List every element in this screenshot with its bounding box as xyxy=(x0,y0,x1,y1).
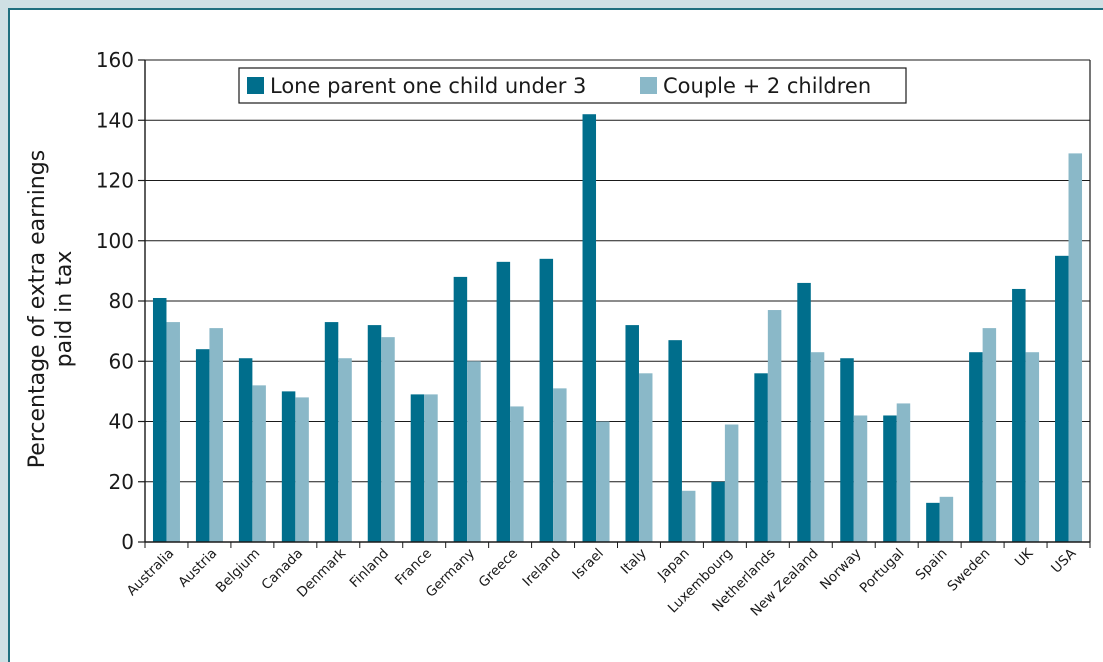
bar-lone-parent-france xyxy=(410,394,425,542)
bar-lone-parent-italy xyxy=(625,325,639,542)
bar-lone-parent-spain xyxy=(926,502,940,542)
x-tick-label-japan: Japan xyxy=(654,546,693,585)
y-tick-label: 0 xyxy=(121,530,134,554)
bar-couple-usa xyxy=(1068,153,1083,542)
y-axis-label: Percentage of extra earnings paid in tax xyxy=(25,150,77,468)
y-tick-label: 80 xyxy=(109,289,134,313)
x-tick-label-france: France xyxy=(392,546,435,589)
bar-couple-netherlands xyxy=(767,310,782,542)
y-axis-label-line-2: paid in tax xyxy=(52,251,77,368)
bar-couple-luxembourg xyxy=(724,424,739,542)
bar-couple-israel xyxy=(596,421,610,542)
bar-couple-france xyxy=(424,394,438,542)
bar-lone-parent-finland xyxy=(367,325,382,542)
bar-lone-parent-denmark xyxy=(324,322,339,542)
bar-lone-parent-luxembourg xyxy=(711,481,725,542)
bar-lone-parent-uk xyxy=(1012,288,1026,542)
bar-couple-portugal xyxy=(896,403,911,542)
x-tick-label-belgium: Belgium xyxy=(213,546,263,596)
bar-couple-belgium xyxy=(252,385,266,542)
x-tick-labels: AustraliaAustriaBelgiumCanadaDenmarkFinl… xyxy=(124,545,1080,620)
x-tick-label-portugal: Portugal xyxy=(857,546,908,597)
bar-couple-italy xyxy=(638,373,653,542)
bar-couple-uk xyxy=(1025,352,1040,542)
bar-lone-parent-netherlands xyxy=(754,373,768,542)
y-axis-label-line-1: Percentage of extra earnings xyxy=(25,150,50,468)
bar-lone-parent-japan xyxy=(668,340,682,542)
bar-lone-parent-israel xyxy=(582,114,597,542)
y-tick-label: 160 xyxy=(96,48,134,72)
axes xyxy=(138,59,1091,548)
x-tick-label-finland: Finland xyxy=(347,546,392,591)
bar-lone-parent-canada xyxy=(281,391,296,542)
y-tick-label: 60 xyxy=(109,349,134,373)
bar-lone-parent-ireland xyxy=(539,258,554,542)
bar-couple-canada xyxy=(295,397,309,542)
chart: 0 20 40 60 80 100 120 140 160 AustraliaAustriaBe… xyxy=(25,48,1091,620)
x-tick-label-usa: USA xyxy=(1048,545,1080,577)
y-tick-label: 100 xyxy=(96,229,134,253)
x-tick-label-greece: Greece xyxy=(476,546,521,591)
bar-lone-parent-norway xyxy=(840,358,854,542)
y-tick-label: 40 xyxy=(109,410,134,434)
bar-couple-finland xyxy=(381,337,395,542)
bar-couple-greece xyxy=(510,406,524,542)
bar-couple-sweden xyxy=(982,328,997,542)
legend-swatch-couple xyxy=(640,77,657,94)
x-tick-label-italy: Italy xyxy=(618,546,650,578)
x-tick-label-ireland: Ireland xyxy=(520,546,564,590)
bar-couple-japan xyxy=(681,490,696,542)
bar-lone-parent-australia xyxy=(152,297,167,542)
legend-label-couple: Couple + 2 children xyxy=(663,74,871,98)
y-tick-label: 140 xyxy=(96,108,134,132)
bar-lone-parent-new-zealand xyxy=(797,282,811,542)
bar-lone-parent-germany xyxy=(453,276,468,542)
legend-label-lone-parent: Lone parent one child under 3 xyxy=(270,74,586,98)
bar-couple-australia xyxy=(166,322,180,542)
bar-couple-new-zealand xyxy=(810,352,825,542)
x-tick-label-sweden: Sweden xyxy=(944,546,993,595)
bar-lone-parent-usa xyxy=(1055,255,1069,542)
bar-couple-denmark xyxy=(338,358,352,542)
bar-couple-austria xyxy=(209,328,223,542)
bar-lone-parent-belgium xyxy=(238,358,253,542)
legend: Lone parent one child under 3 Couple + 2… xyxy=(238,67,907,104)
legend-box xyxy=(238,67,907,104)
bar-lone-parent-sweden xyxy=(969,352,983,542)
y-tick-labels: 0 20 40 60 80 100 120 140 160 xyxy=(96,48,134,554)
y-tick-label: 20 xyxy=(109,470,134,494)
bar-couple-spain xyxy=(939,496,954,542)
bar-couple-norway xyxy=(853,415,868,542)
bar-couple-ireland xyxy=(553,388,567,542)
bar-couple-germany xyxy=(467,361,481,542)
bar-lone-parent-austria xyxy=(195,349,210,542)
y-tick-label: 120 xyxy=(96,169,134,193)
bars xyxy=(152,114,1083,542)
legend-swatch-lone-parent xyxy=(247,77,264,94)
bar-lone-parent-greece xyxy=(496,261,511,542)
x-tick-label-spain: Spain xyxy=(913,546,951,584)
x-tick-label-israel: Israel xyxy=(569,546,606,583)
figure-frame: 0 20 40 60 80 100 120 140 160 Australia Austria Be… xyxy=(8,8,1103,662)
bar-lone-parent-portugal xyxy=(883,415,897,542)
x-tick-label-uk: UK xyxy=(1012,545,1037,570)
